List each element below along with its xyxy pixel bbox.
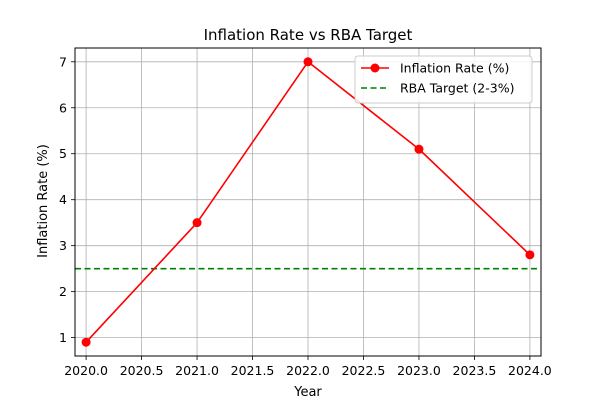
x-tick-label: 2020.0: [64, 363, 108, 378]
y-tick-label: 7: [59, 54, 67, 69]
y-tick-label: 6: [59, 100, 67, 115]
inflation-point: [192, 218, 202, 228]
x-axis-label: Year: [293, 385, 322, 400]
legend-box: [354, 55, 533, 104]
chart-title: Inflation Rate vs RBA Target: [204, 26, 413, 44]
legend: Inflation Rate (%) RBA Target (2-3%): [354, 55, 533, 104]
x-tick-label: 2023.0: [397, 363, 441, 378]
y-tick-label: 3: [59, 238, 67, 253]
x-tick-label: 2020.5: [120, 363, 164, 378]
inflation-point: [81, 337, 91, 347]
legend-label-inflation: Inflation Rate (%): [400, 61, 509, 76]
y-tick-label: 1: [59, 330, 67, 345]
x-tick-label: 2024.0: [508, 363, 552, 378]
x-tick-label: 2023.5: [453, 363, 497, 378]
y-axis-label: Inflation Rate (%): [36, 144, 51, 258]
x-tick-label: 2022.5: [342, 363, 386, 378]
axis-ticks: 2020.0 2020.5 2021.0 2021.5 2022.0 2022.5 2023…: [59, 54, 552, 378]
legend-label-target: RBA Target (2-3%): [400, 81, 514, 96]
y-tick-label: 4: [59, 192, 67, 207]
legend-swatch-marker: [370, 63, 380, 73]
x-tick-label: 2022.0: [286, 363, 330, 378]
y-tick-label: 5: [59, 146, 67, 161]
inflation-point: [525, 250, 535, 260]
x-tick-label: 2021.0: [175, 363, 219, 378]
inflation-point: [414, 144, 424, 154]
plot-series: [75, 57, 541, 347]
x-tick-label: 2021.5: [231, 363, 275, 378]
y-tick-label: 2: [59, 284, 67, 299]
inflation-point: [303, 57, 313, 67]
